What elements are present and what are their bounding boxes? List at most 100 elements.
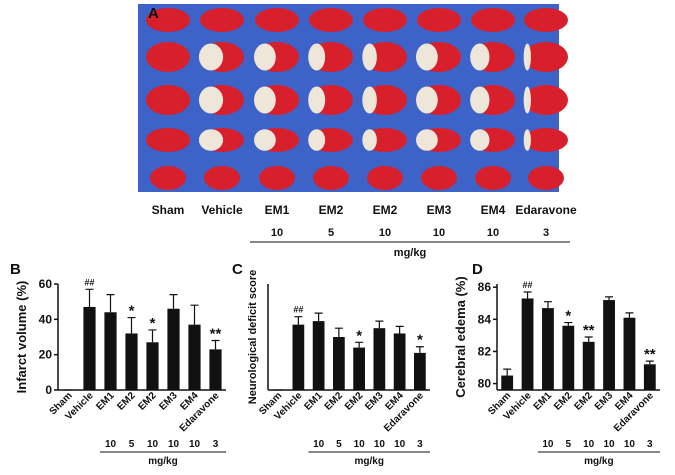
infarct	[523, 129, 531, 151]
y-tick-label: 86	[478, 280, 492, 294]
bar	[542, 308, 554, 390]
x-tick-label: EM2	[323, 390, 346, 413]
column-label: EM2	[319, 203, 344, 217]
unit-label: mg/kg	[394, 247, 426, 259]
error-bar	[605, 296, 614, 301]
bar	[393, 333, 406, 390]
significance-label: ##	[523, 280, 533, 290]
error-bar	[543, 301, 552, 309]
x-tick-label: EM3	[157, 390, 180, 413]
x-tick-label: EM3	[363, 390, 386, 413]
x-tick-label: EM1	[94, 390, 117, 413]
dose-label: 10	[394, 439, 406, 450]
slice	[528, 166, 564, 190]
slice	[146, 42, 190, 72]
bar	[562, 325, 575, 390]
infarct	[254, 43, 276, 71]
slice	[475, 166, 511, 190]
x-tick-label: EM3	[593, 390, 616, 413]
bar	[643, 364, 656, 390]
infarct	[416, 129, 438, 151]
slice	[146, 128, 190, 152]
infarct	[254, 86, 276, 114]
significance-label: **	[583, 322, 595, 339]
x-tick-label: EM2	[572, 390, 595, 413]
significance-label: ##	[293, 305, 303, 315]
slice	[204, 166, 240, 190]
slice	[146, 85, 190, 115]
x-tick-label: Edaravone	[612, 390, 656, 434]
bar	[582, 341, 595, 390]
error-bar	[334, 327, 343, 337]
y-tick-label: 82	[478, 344, 492, 358]
unit-label: mg/kg	[584, 456, 613, 467]
dose-label: 10	[189, 439, 201, 450]
error-bar	[415, 346, 424, 353]
brain-slices	[146, 8, 568, 190]
error-bar	[294, 316, 303, 325]
significance-label: *	[129, 303, 135, 320]
bar	[501, 375, 514, 390]
error-bar	[584, 336, 593, 342]
significance-label: *	[417, 332, 423, 349]
significance-label: **	[210, 326, 222, 343]
bar	[167, 308, 180, 390]
dose-label: 3	[417, 439, 423, 450]
y-tick-label: 0	[45, 383, 52, 397]
infarct	[470, 129, 490, 151]
slice	[309, 8, 353, 32]
bar	[603, 300, 615, 390]
slice	[200, 8, 244, 32]
error-bar	[169, 294, 178, 309]
slice	[524, 85, 568, 115]
error-bar	[127, 316, 136, 334]
bar	[292, 324, 305, 390]
y-tick-label: 84	[478, 312, 492, 326]
slice	[524, 8, 568, 32]
error-bar	[355, 341, 364, 348]
slice	[313, 166, 349, 190]
infarct	[198, 43, 224, 71]
bar	[104, 312, 117, 390]
column-label: EM2	[373, 203, 398, 217]
error-bar	[375, 320, 384, 329]
significance-label: *	[150, 315, 156, 332]
y-tick-label: 40	[39, 312, 53, 326]
dose-label: 10	[433, 227, 445, 239]
dose-label: 5	[129, 439, 135, 450]
infarct	[308, 43, 326, 71]
error-bar	[503, 368, 512, 376]
infarct	[254, 129, 276, 151]
error-bar	[314, 312, 323, 322]
error-bar	[395, 325, 404, 334]
x-tick-label: EM1	[532, 390, 555, 413]
slice	[417, 8, 461, 32]
error-bar	[85, 288, 94, 307]
x-tick-label: EM2	[136, 390, 159, 413]
y-axis-label: Infarct volume (%)	[14, 281, 29, 394]
infarct	[470, 43, 490, 71]
bar	[125, 333, 138, 390]
dose-label: 10	[604, 439, 616, 450]
slice	[367, 166, 403, 190]
column-label: Vehicle	[201, 203, 243, 217]
bar	[521, 298, 534, 390]
dose-label: 10	[313, 439, 325, 450]
slice	[363, 8, 407, 32]
unit-label: mg/kg	[355, 456, 384, 467]
slice	[421, 166, 457, 190]
bar	[146, 342, 159, 390]
dose-label: 10	[583, 439, 595, 450]
dose-label: 5	[566, 439, 572, 450]
infarct	[523, 86, 531, 114]
error-bar	[106, 294, 115, 313]
panel-label: B	[10, 261, 21, 278]
infarct	[198, 129, 224, 151]
bar	[623, 317, 636, 390]
dose-label: 10	[105, 439, 117, 450]
y-tick-label: 80	[478, 377, 492, 391]
dose-label: 3	[213, 439, 219, 450]
slice	[524, 42, 568, 72]
error-bar	[190, 304, 199, 325]
